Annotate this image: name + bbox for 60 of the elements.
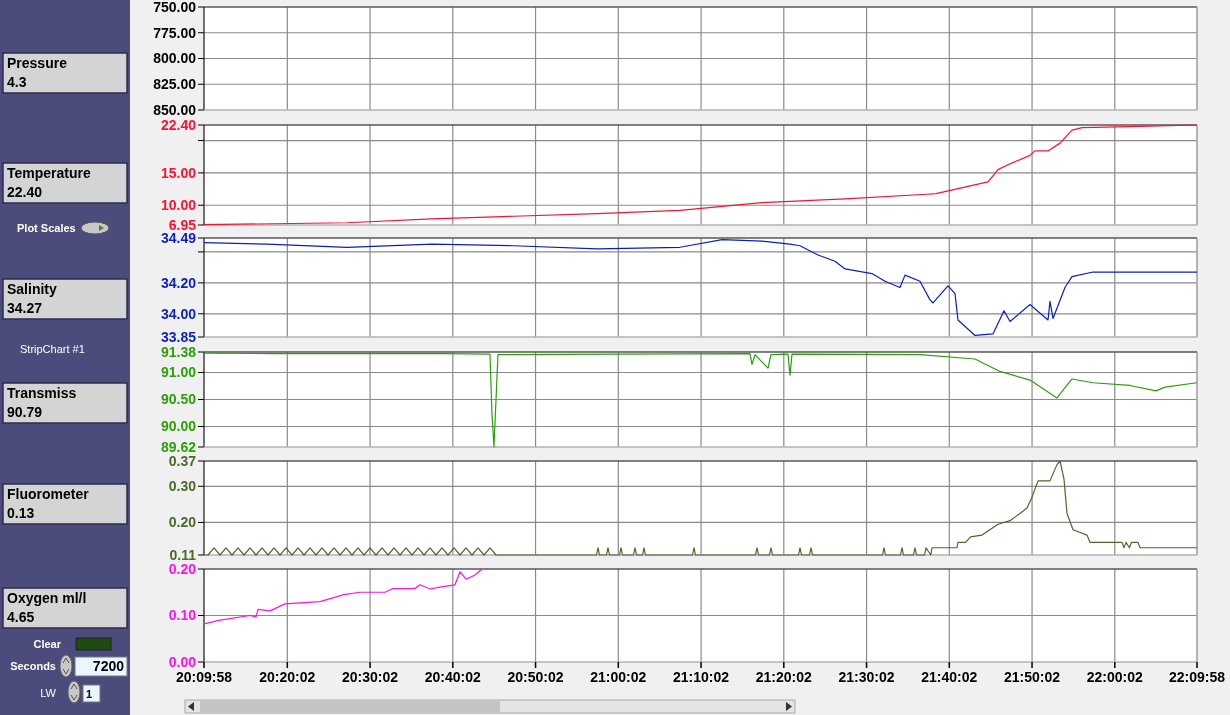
x-tick-label: 20:09:58 (175, 669, 233, 685)
text: 90.79 (7, 404, 43, 420)
line-series (204, 124, 1197, 226)
line-series (204, 568, 483, 625)
y-tick-label: 825.00 (153, 76, 197, 93)
text: LW (40, 687, 57, 699)
y-tick-label: 0.20 (168, 514, 197, 531)
y-tick-label: 0.10 (168, 607, 197, 624)
y-tick-label: 91.38 (160, 343, 197, 360)
line-series (204, 460, 1197, 556)
y-tick-label: 34.20 (160, 274, 197, 291)
y-tick-label: 90.50 (160, 391, 197, 408)
y-tick-label: 750.00 (153, 0, 197, 15)
x-tick-label: 20:40:02 (424, 669, 482, 685)
y-tick-label: 850.00 (153, 101, 197, 118)
y-tick-label: 15.00 (160, 164, 197, 181)
text: Plot Scales (17, 222, 76, 234)
line-series (204, 352, 1197, 448)
x-tick-label: 21:20:02 (755, 669, 813, 685)
text: 4.65 (7, 609, 35, 625)
y-axis-title: Temperature (7, 165, 91, 181)
x-tick-label: 22:00:02 (1086, 669, 1144, 685)
y-tick-label: 22.40 (160, 116, 197, 133)
x-tick-label: 20:30:02 (342, 669, 399, 685)
y-tick-label: 0.20 (168, 560, 197, 577)
y-tick-label: 89.62 (160, 438, 197, 455)
y-axis-title: Oxygen ml/l (7, 590, 87, 606)
text: 7200 (92, 658, 125, 674)
y-tick-label: 0.00 (168, 653, 197, 670)
text: 0.13 (7, 505, 35, 521)
y-tick-label: 0.30 (168, 478, 197, 495)
y-tick-label: 10.00 (160, 197, 197, 214)
y-tick-label: 0.37 (168, 452, 197, 469)
text: Seconds (10, 660, 56, 672)
y-tick-label: 775.00 (153, 24, 197, 41)
x-tick-label: 21:00:02 (590, 669, 647, 685)
y-tick-label: 91.00 (160, 364, 197, 381)
y-tick-label: 0.11 (169, 546, 197, 563)
text: StripChart #1 (20, 343, 85, 355)
x-tick-label: 20:20:02 (259, 669, 316, 685)
text: 22.40 (7, 184, 43, 200)
x-tick-label: 21:40:02 (921, 669, 978, 685)
line-series (204, 238, 1197, 337)
text: 4.3 (7, 74, 27, 90)
y-tick-label: 90.00 (160, 418, 197, 435)
y-tick-label: 34.00 (160, 305, 197, 322)
y-axis-title: Salinity (7, 281, 58, 297)
y-tick-label: 800.00 (153, 50, 197, 67)
y-axis-title: Fluorometer (7, 486, 90, 502)
x-tick-label: 22:09:58 (1168, 669, 1226, 685)
x-tick-label: 20:50:02 (507, 669, 564, 685)
text: 34.27 (7, 300, 43, 316)
x-tick-label: 21:30:02 (838, 669, 895, 685)
y-axis-title: Pressure (7, 55, 68, 71)
text: 1 (86, 688, 93, 700)
y-tick-label: 33.85 (160, 328, 197, 345)
text: Clear (33, 638, 62, 650)
x-tick-label: 21:10:02 (673, 669, 730, 685)
x-tick-label: 21:50:02 (1004, 669, 1061, 685)
y-axis-title: Transmiss (7, 385, 77, 401)
